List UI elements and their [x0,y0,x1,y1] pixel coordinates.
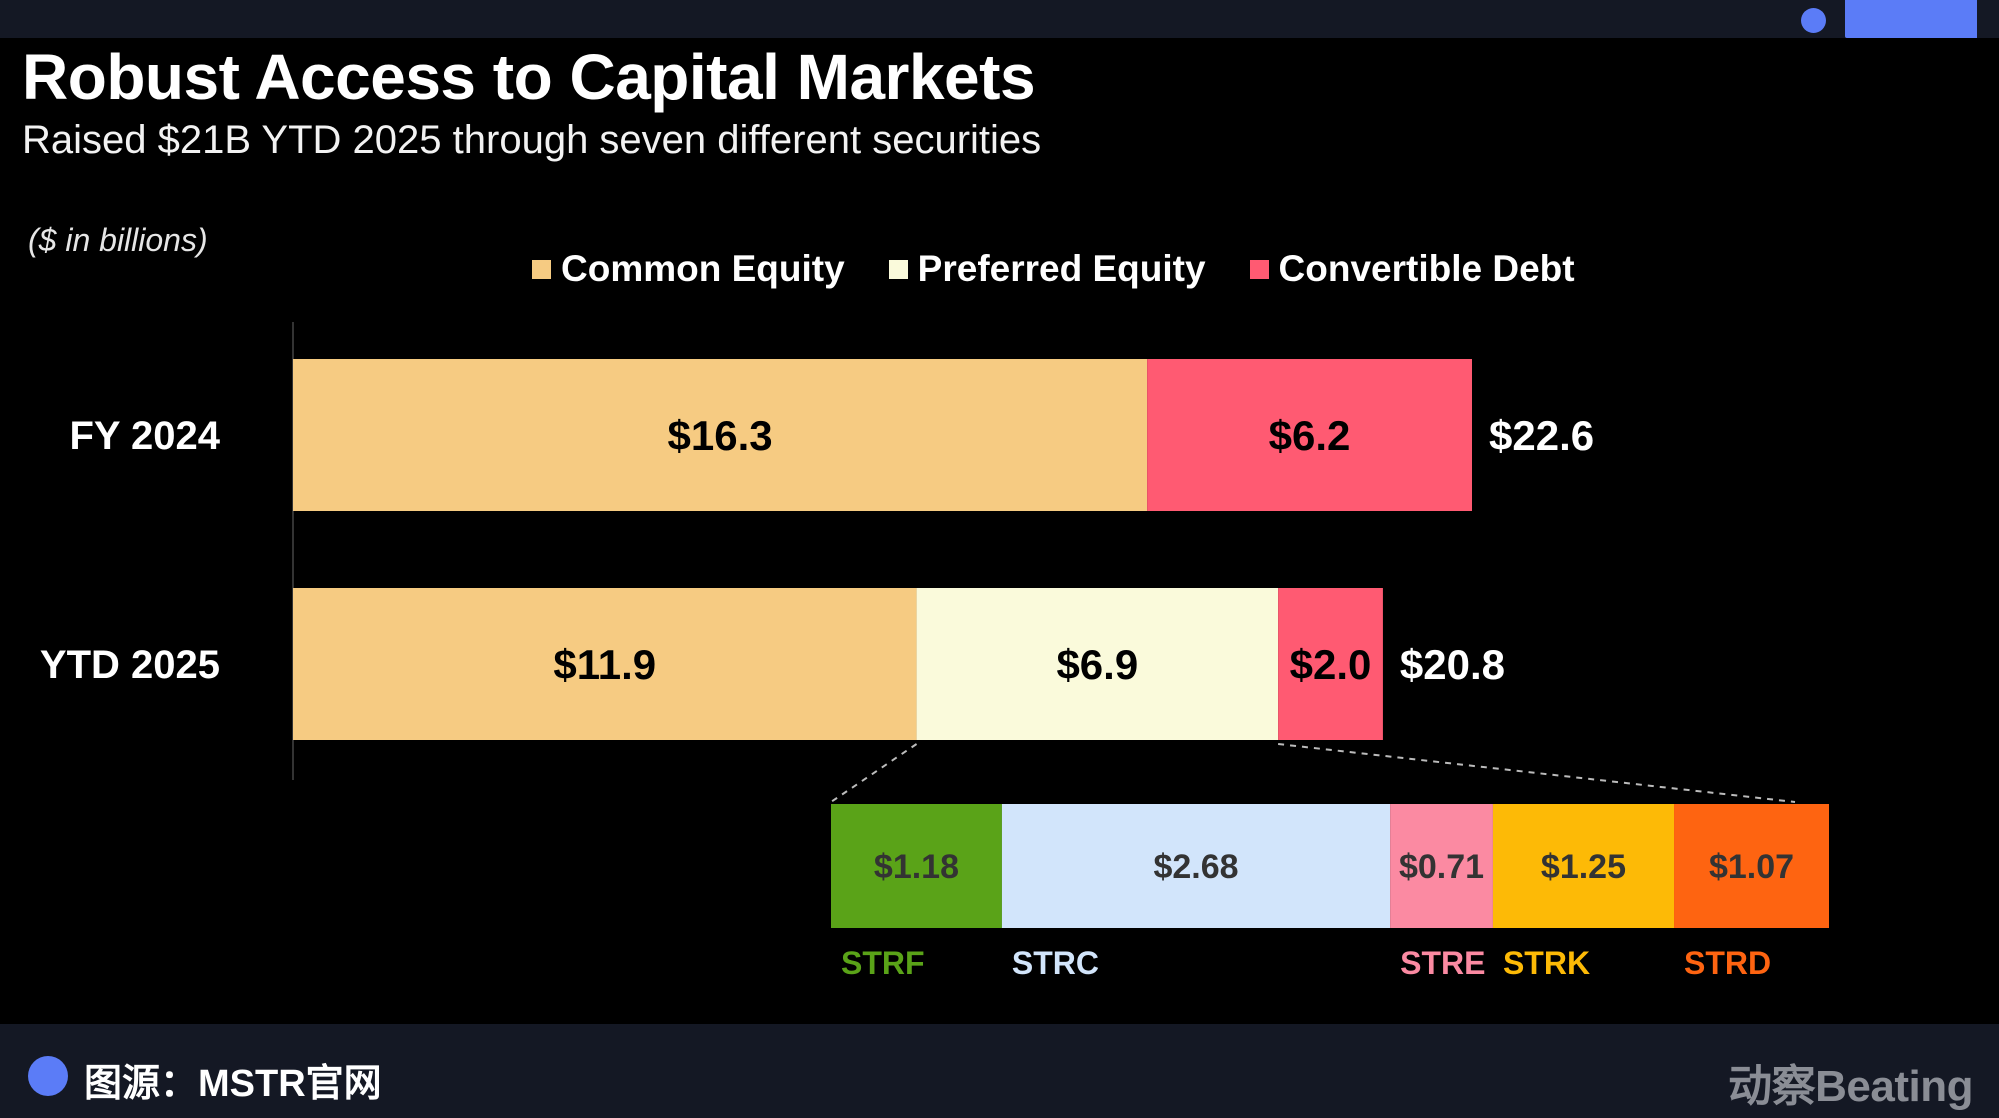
chart-subtitle: Raised $21B YTD 2025 through seven diffe… [22,118,1042,162]
chart-legend: Common Equity Preferred Equity Convertib… [532,244,1575,294]
breakdown-name-strd: STRD [1684,945,1771,981]
breakdown-bar-strc [1001,804,1391,928]
breakdown-value-strc: $2.68 [1153,848,1238,886]
bar-preferred-equity-ytd-2025 [916,588,1279,740]
data-label-common-equity-ytd-2025: $11.9 [553,641,656,688]
connector-line-right [1278,743,1796,803]
bar-common-equity-ytd-2025 [293,588,917,740]
breakdown-value-stre: $0.71 [1399,848,1484,886]
breakdown-name-strc: STRC [1012,945,1099,981]
breakdown-name-strf: STRF [841,945,925,981]
bar-convertible-debt-fy-2024 [1147,359,1472,511]
chart-title: Robust Access to Capital Markets [22,41,1036,113]
breakdown-name-stre: STRE [1400,945,1485,981]
total-label-fy-2024: $22.6 [1489,412,1594,459]
breakdown-name-strk: STRK [1503,945,1590,981]
legend-label: Convertible Debt [1278,248,1575,289]
footer-bar: 图源：MSTR官网 动察Beating [0,1024,1999,1118]
bar-common-equity-fy-2024 [293,359,1148,511]
legend-label: Common Equity [561,248,845,289]
brand-watermark: 动察Beating [1728,1062,1973,1111]
breakdown-bar-strf [831,804,1002,928]
total-label-ytd-2025: $20.8 [1400,641,1505,688]
breakdown-value-strk: $1.25 [1541,848,1626,886]
breakdown-bar-stre [1390,804,1493,928]
legend-item-convertible-debt: Convertible Debt [1249,248,1575,290]
data-label-convertible-debt-ytd-2025: $2.0 [1290,641,1372,688]
unit-note: ($ in billions) [28,222,208,258]
top-tab-block [1845,0,1977,38]
legend-swatch-preferred-equity [888,259,908,279]
data-label-preferred-equity-ytd-2025: $6.9 [1056,641,1138,688]
legend-item-common-equity: Common Equity [532,248,845,290]
source-caption: 图源：MSTR官网 [84,1063,382,1105]
breakdown-value-strf: $1.18 [874,848,959,886]
bar-convertible-debt-ytd-2025 [1278,588,1383,740]
legend-item-preferred-equity: Preferred Equity [888,248,1206,290]
indicator-dot-icon [1801,8,1826,33]
connector-line-left [830,743,918,803]
breakdown-bar-strd [1674,804,1829,928]
source-dot-icon [28,1056,68,1096]
category-label-fy-2024: FY 2024 [70,414,221,458]
legend-label: Preferred Equity [917,248,1206,289]
data-label-common-equity-fy-2024: $16.3 [668,412,773,459]
breakdown-bar-strk [1492,804,1675,928]
breakdown-value-strd: $1.07 [1709,848,1794,886]
category-label-ytd-2025: YTD 2025 [40,643,220,687]
data-label-convertible-debt-fy-2024: $6.2 [1269,412,1351,459]
legend-swatch-convertible-debt [1249,259,1269,279]
top-bar [0,0,1999,38]
legend-swatch-common-equity [532,259,551,279]
